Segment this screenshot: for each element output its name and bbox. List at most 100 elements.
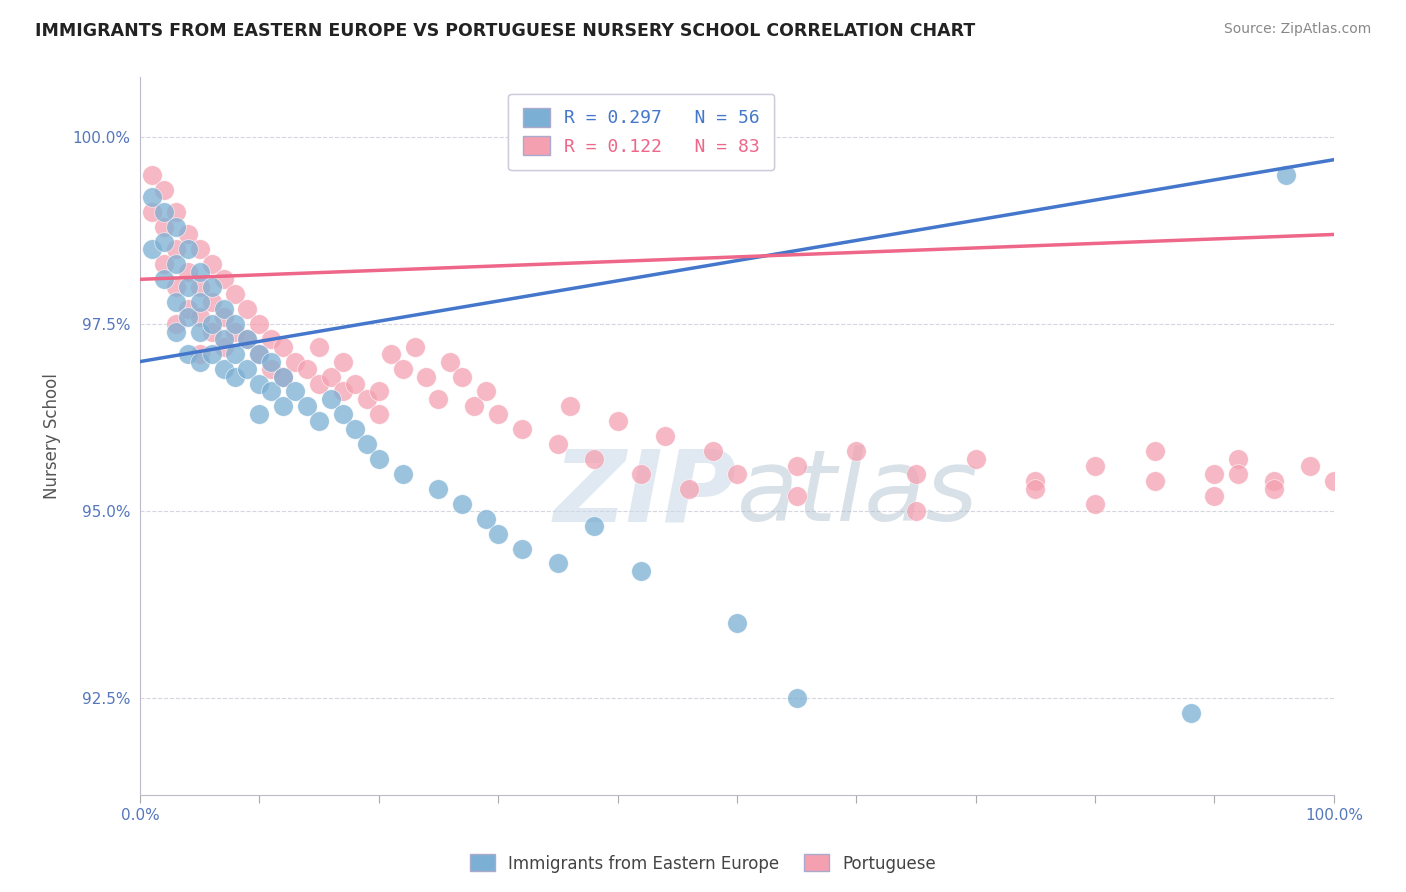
Point [295,362,318,376]
Point [1084,497,1107,511]
Point [582,451,605,466]
Point [343,422,366,436]
Point [367,451,389,466]
Point [367,407,389,421]
Text: ZIP: ZIP [554,445,737,542]
Point [451,497,474,511]
Point [1263,474,1285,488]
Point [165,205,187,219]
Point [725,616,748,631]
Point [177,302,200,317]
Point [224,325,246,339]
Point [260,362,283,376]
Point [153,257,176,271]
Point [247,407,270,421]
Point [606,414,628,428]
Point [1227,467,1250,481]
Point [260,384,283,399]
Point [1227,451,1250,466]
Point [188,243,211,257]
Point [165,317,187,331]
Point [630,467,652,481]
Point [141,168,163,182]
Point [1024,474,1046,488]
Point [356,392,378,406]
Point [547,437,569,451]
Point [678,482,700,496]
Point [558,400,581,414]
Point [212,310,235,324]
Point [451,369,474,384]
Point [224,317,246,331]
Point [582,519,605,533]
Point [165,280,187,294]
Point [260,332,283,346]
Point [1323,474,1346,488]
Point [224,347,246,361]
Y-axis label: Nursery School: Nursery School [44,374,60,500]
Point [343,377,366,392]
Point [200,325,222,339]
Point [224,287,246,301]
Point [308,414,330,428]
Point [236,332,259,346]
Point [1204,489,1226,503]
Point [247,317,270,331]
Point [236,302,259,317]
Point [427,392,450,406]
Point [177,243,200,257]
Point [786,459,808,474]
Point [271,400,294,414]
Point [188,280,211,294]
Point [845,444,868,458]
Point [427,482,450,496]
Point [475,384,498,399]
Point [260,354,283,368]
Point [1263,482,1285,496]
Point [630,564,652,578]
Point [308,377,330,392]
Point [486,407,509,421]
Point [1275,168,1298,182]
Point [284,384,307,399]
Point [380,347,402,361]
Point [141,190,163,204]
Point [188,310,211,324]
Point [177,347,200,361]
Point [904,504,927,518]
Point [702,444,724,458]
Point [308,340,330,354]
Point [332,407,354,421]
Text: Source: ZipAtlas.com: Source: ZipAtlas.com [1223,22,1371,37]
Point [188,347,211,361]
Point [153,235,176,249]
Point [200,347,222,361]
Point [965,451,987,466]
Point [188,294,211,309]
Point [439,354,461,368]
Point [247,347,270,361]
Point [271,369,294,384]
Point [391,467,413,481]
Point [271,340,294,354]
Point [404,340,426,354]
Point [200,280,222,294]
Point [141,205,163,219]
Text: atlas: atlas [737,445,979,542]
Point [463,400,485,414]
Point [165,243,187,257]
Point [295,400,318,414]
Point [1143,444,1166,458]
Point [904,467,927,481]
Point [177,310,200,324]
Point [224,369,246,384]
Point [177,265,200,279]
Point [236,362,259,376]
Point [200,317,222,331]
Point [1143,474,1166,488]
Point [1024,482,1046,496]
Point [1204,467,1226,481]
Point [153,272,176,286]
Point [486,526,509,541]
Point [725,467,748,481]
